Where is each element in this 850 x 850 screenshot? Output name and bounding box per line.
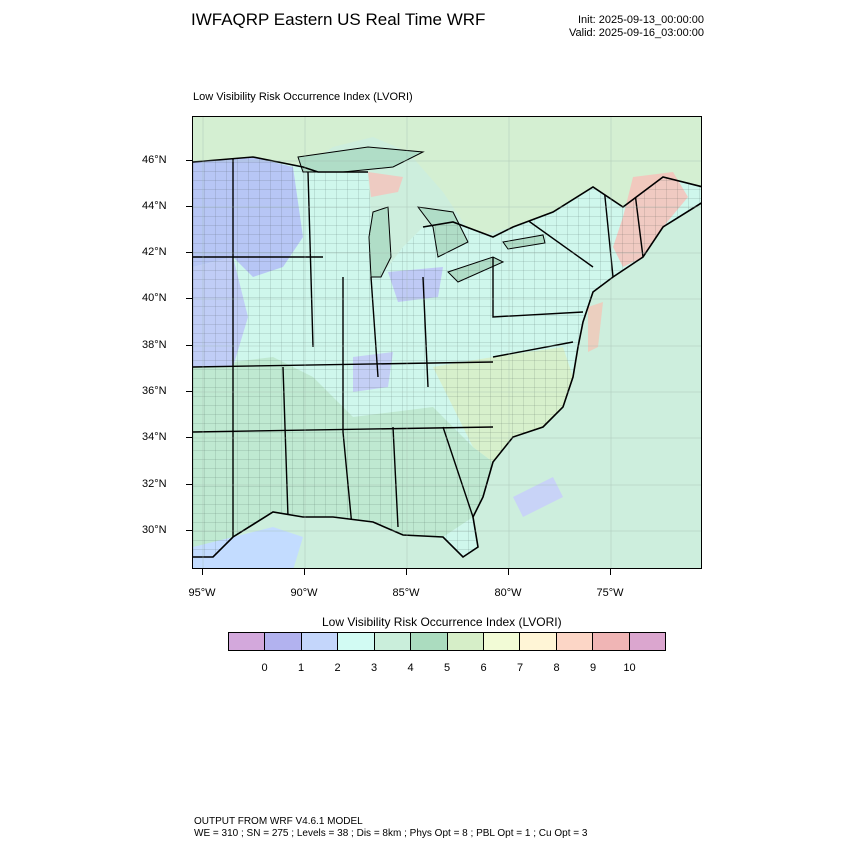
legend-tick-label: 0	[261, 662, 268, 674]
lat-label: 42°N	[142, 246, 167, 258]
lat-label: 32°N	[142, 478, 167, 490]
lat-tick	[186, 345, 192, 346]
legend-swatch	[229, 633, 266, 650]
gulf-of-mexico	[193, 527, 303, 568]
lat-label: 40°N	[142, 292, 167, 304]
lat-label: 36°N	[142, 385, 167, 397]
us-canada-border	[193, 156, 701, 238]
lvori-map	[192, 116, 702, 569]
legend-tick-label: 9	[589, 662, 597, 674]
legend-tick-label: 6	[480, 662, 487, 674]
lat-tick	[186, 391, 192, 392]
lon-tick	[508, 569, 509, 575]
init-time: Init: 2025-09-13_00:00:00	[578, 14, 704, 26]
lon-tick	[406, 569, 407, 575]
atlantic-low-patch	[513, 477, 563, 517]
valid-time: Valid: 2025-09-16_03:00:00	[569, 27, 704, 39]
legend-tick-label: 7	[516, 662, 524, 674]
main-title: IWFAQRP Eastern US Real Time WRF	[191, 10, 486, 29]
legend-swatch	[265, 633, 302, 650]
upper-michigan-high-zone	[368, 172, 403, 197]
legend-swatch	[338, 633, 375, 650]
lat-tick	[186, 437, 192, 438]
lat-label: 38°N	[142, 339, 167, 351]
legend-swatch	[629, 633, 666, 650]
delmarva-high-zone	[588, 302, 603, 352]
lat-label: 30°N	[142, 524, 167, 536]
legend-tick-label: 10	[623, 662, 636, 674]
lat-label: 46°N	[142, 154, 167, 166]
legend-tick-label: 3	[370, 662, 378, 674]
legend-swatch	[374, 633, 412, 650]
state-borders	[193, 157, 644, 557]
color-legend-bar	[228, 632, 666, 651]
legend-tick-label: 2	[334, 662, 341, 674]
legend-swatch	[556, 633, 594, 650]
legend-swatch	[483, 633, 521, 650]
us-coastline	[193, 202, 701, 559]
lon-label: 80°W	[494, 587, 522, 599]
legend-tick-label: 4	[407, 662, 414, 674]
graticule	[193, 117, 701, 568]
legend-tick-label: 1	[297, 662, 305, 674]
lat-tick	[186, 484, 192, 485]
lat-tick	[186, 206, 192, 207]
legend-swatch	[301, 633, 339, 650]
canada-land	[193, 117, 701, 237]
legend-tick-label: 8	[553, 662, 560, 674]
lat-label: 44°N	[142, 200, 167, 212]
map-canvas	[193, 117, 701, 568]
lon-label: 90°W	[290, 587, 318, 599]
model-output-note: OUTPUT FROM WRF V4.6.1 MODEL	[194, 816, 363, 827]
lat-tick	[186, 530, 192, 531]
lon-tick	[610, 569, 611, 575]
legend-tick-label: 5	[443, 662, 451, 674]
lon-tick	[304, 569, 305, 575]
legend-swatch	[520, 633, 557, 650]
lat-tick	[186, 252, 192, 253]
legend-swatch	[593, 633, 630, 650]
lat-tick	[186, 160, 192, 161]
legend-swatch	[447, 633, 484, 650]
lon-label: 95°W	[188, 587, 216, 599]
model-config-note: WE = 310 ; SN = 275 ; Levels = 38 ; Dis …	[194, 828, 588, 839]
lat-label: 34°N	[142, 431, 167, 443]
lon-label: 85°W	[392, 587, 420, 599]
lon-label: 75°W	[596, 587, 624, 599]
legend-title: Low Visibility Risk Occurrence Index (LV…	[322, 615, 562, 629]
legend-swatch	[411, 633, 448, 650]
lon-tick	[202, 569, 203, 575]
lat-tick	[186, 298, 192, 299]
map-subtitle: Low Visibility Risk Occurrence Index (LV…	[193, 91, 413, 103]
